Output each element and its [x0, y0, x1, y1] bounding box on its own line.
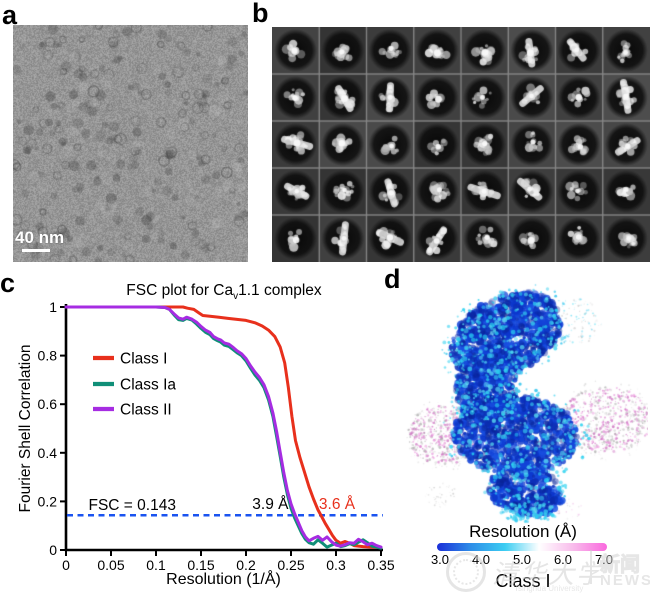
fsc-threshold-label: FSC = 0.143: [89, 497, 176, 514]
x-tick-label: 0: [62, 557, 70, 573]
legend-label: Class Ia: [120, 377, 176, 394]
colorbar-gradient: [437, 543, 607, 551]
y-tick-label: 1: [49, 299, 57, 315]
panel-d-label: d: [384, 264, 401, 294]
cryo-em-micrograph: [13, 25, 248, 262]
fsc-curve: [64, 305, 383, 549]
legend-label: Class II: [120, 402, 172, 419]
scale-bar: [22, 249, 50, 252]
x-tick-label: 0.1: [146, 557, 166, 573]
colorbar-tick: 5.0: [512, 552, 532, 567]
x-axis-label: Resolution (1/Å): [166, 569, 281, 588]
panel-c-label: c: [0, 268, 16, 298]
colorbar-tick: 4.0: [471, 552, 491, 567]
x-tick-label: 0.15: [187, 557, 214, 573]
class-averages-grid: [272, 27, 650, 262]
colorbar-tick: 7.0: [594, 552, 614, 567]
x-tick-label: 0.3: [326, 557, 346, 573]
y-tick-label: 0.4: [38, 445, 58, 461]
colorbar-ticks: 3.0 4.0 5.0 6.0 7.0: [425, 552, 619, 567]
x-tick-label: 0.35: [367, 557, 394, 573]
colorbar-tick: 3.0: [430, 552, 450, 567]
legend-label: Class I: [120, 351, 167, 368]
chart-title: FSC plot for Cav1.1 complex: [126, 282, 322, 302]
scale-bar-label: 40 nm: [15, 228, 65, 247]
density-map: [406, 280, 648, 530]
x-tick-label: 0.25: [277, 557, 304, 573]
colorbar-tick: 6.0: [553, 552, 573, 567]
x-tick-label: 0.05: [97, 557, 124, 573]
panel-a-label: a: [2, 0, 18, 30]
y-tick-label: 0: [49, 542, 57, 558]
fsc-curve: [64, 305, 383, 550]
y-tick-label: 0.6: [38, 396, 58, 412]
class-i-label: Class I: [495, 571, 551, 591]
resolution-annotation: 3.9 Å: [252, 496, 289, 513]
resolution-annotation: 3.6 Å: [319, 496, 356, 513]
y-tick-label: 0.8: [38, 348, 58, 364]
y-tick-label: 0.2: [38, 493, 58, 509]
colorbar-title: Resolution (Å): [469, 522, 577, 541]
y-axis-label: Fourier Shell Correlation: [17, 345, 34, 513]
panel-b-label: b: [252, 0, 269, 28]
fsc-plot: 0 0.05 0.1 0.15 0.2 0.25 0.3 0.35 0 0.2 0.4 0.6 0.8 1…: [17, 282, 395, 588]
x-tick-label: 0.2: [236, 557, 256, 573]
